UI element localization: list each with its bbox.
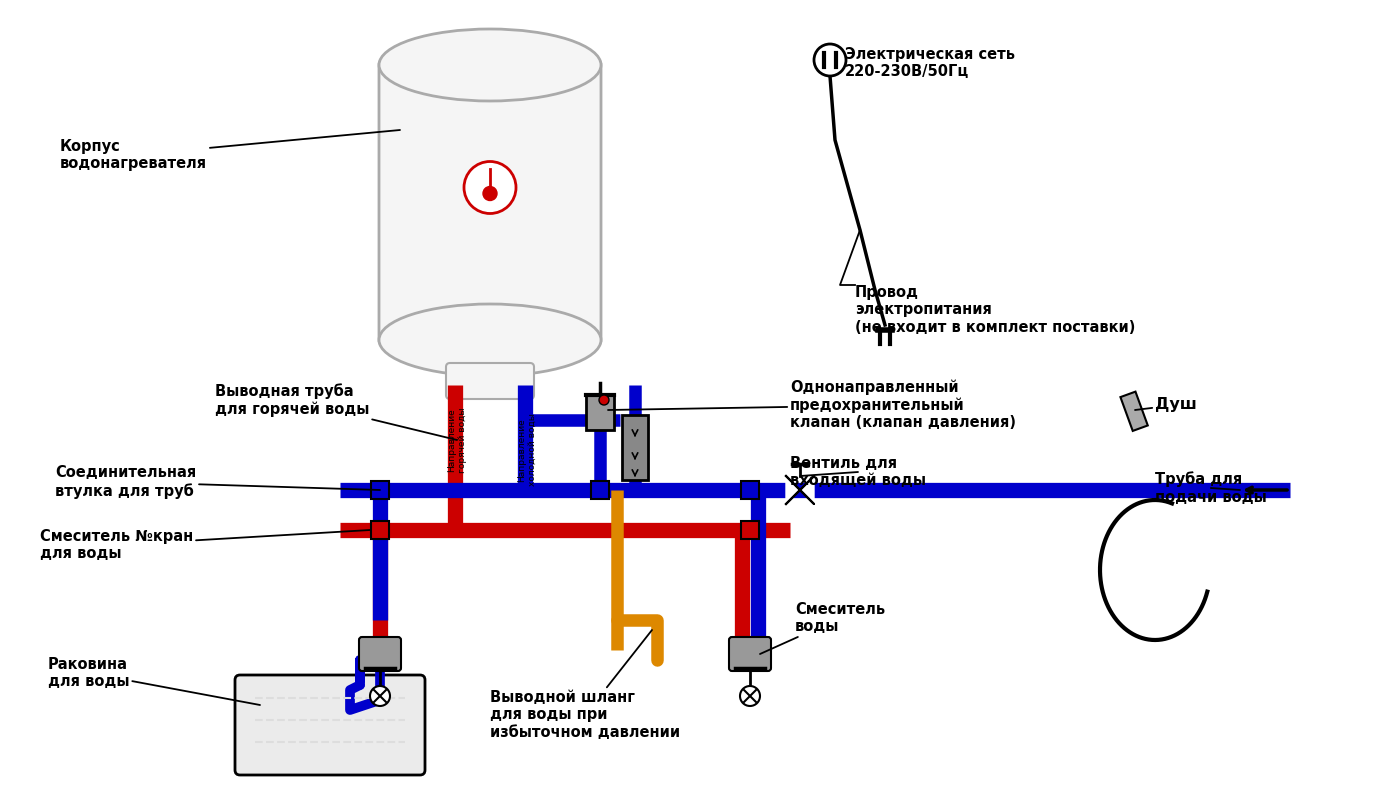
Text: Корпус
водонагревателя: Корпус водонагревателя: [60, 130, 400, 171]
Circle shape: [740, 686, 760, 706]
Polygon shape: [786, 476, 800, 504]
Text: Смеситель
воды: Смеситель воды: [760, 602, 886, 654]
Circle shape: [464, 162, 516, 214]
FancyBboxPatch shape: [379, 59, 601, 346]
Circle shape: [814, 44, 846, 76]
Text: Труба для
подачи воды: Труба для подачи воды: [1156, 471, 1266, 505]
Polygon shape: [800, 476, 814, 504]
Bar: [621, 415, 648, 480]
Text: Выводная труба
для горячей воды: Выводная труба для горячей воды: [215, 383, 457, 440]
Bar: [371, 481, 389, 499]
FancyBboxPatch shape: [446, 363, 534, 399]
Text: Направление
холодной воды: Направление холодной воды: [518, 414, 537, 486]
FancyBboxPatch shape: [729, 637, 771, 671]
FancyBboxPatch shape: [358, 637, 401, 671]
Bar: [740, 481, 758, 499]
Bar: [591, 481, 609, 499]
Text: Направление
горячей воды: Направление горячей воды: [447, 407, 466, 473]
FancyBboxPatch shape: [235, 675, 425, 775]
Ellipse shape: [379, 29, 601, 101]
Text: Смеситель №кран
для воды: Смеситель №кран для воды: [40, 529, 370, 562]
Text: Душ: Душ: [1135, 398, 1197, 413]
Text: Выводной шланг
для воды при
избыточном давлении: Выводной шланг для воды при избыточном д…: [490, 630, 680, 740]
Circle shape: [483, 186, 497, 201]
Text: Однонаправленный
предохранительный
клапан (клапан давления): Однонаправленный предохранительный клапа…: [608, 379, 1016, 430]
Text: Соединительная
втулка для труб: Соединительная втулка для труб: [55, 466, 381, 498]
Bar: [371, 521, 389, 539]
Text: Вентиль для
входящей воды: Вентиль для входящей воды: [790, 456, 926, 488]
Bar: [740, 521, 758, 539]
Circle shape: [599, 395, 609, 405]
Bar: [1121, 392, 1147, 431]
Bar: [585, 395, 614, 430]
Text: Провод
электропитания
(не входит в комплект поставки): Провод электропитания (не входит в компл…: [855, 285, 1135, 334]
Text: Электрическая сеть
220-230В/50Гц: Электрическая сеть 220-230В/50Гц: [846, 47, 1014, 79]
Circle shape: [370, 686, 390, 706]
Ellipse shape: [379, 304, 601, 376]
Text: Раковина
для воды: Раковина для воды: [48, 657, 260, 705]
